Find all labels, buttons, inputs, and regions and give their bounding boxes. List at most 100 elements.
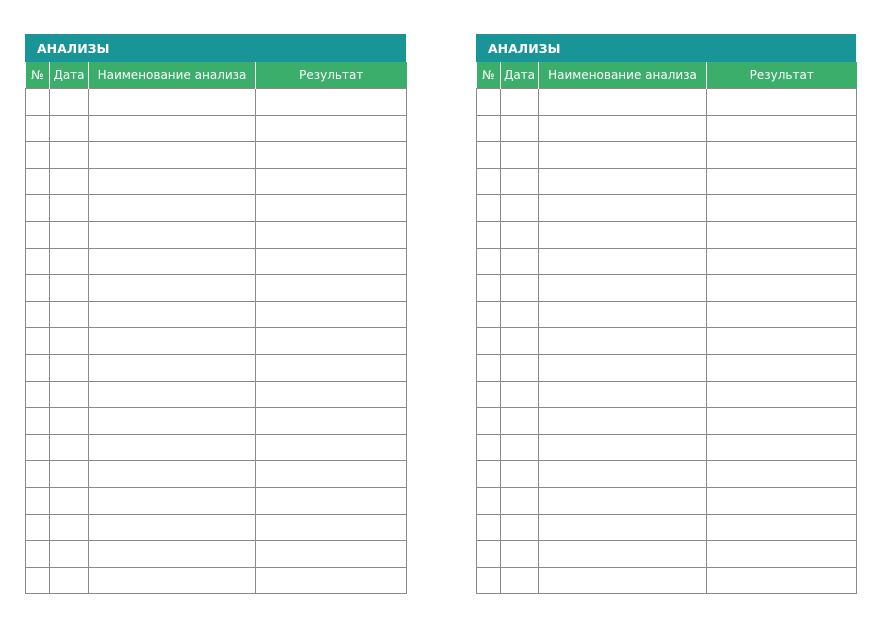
table-row xyxy=(476,460,857,488)
analyses-sheet-left: АНАЛИЗЫ № Дата Наименование анализа Резу… xyxy=(25,34,407,595)
sheet-title: АНАЛИЗЫ xyxy=(476,34,856,62)
table-row xyxy=(25,566,407,595)
cell-date xyxy=(49,141,89,169)
cell-test-name xyxy=(538,220,707,249)
cell-number xyxy=(25,247,50,276)
cell-test-name xyxy=(88,540,256,568)
column-header-number: № xyxy=(25,62,50,89)
cell-date xyxy=(500,433,539,462)
cell-test-name xyxy=(538,460,707,488)
cell-date xyxy=(500,300,539,329)
cell-result xyxy=(255,327,407,355)
table-row xyxy=(25,141,407,169)
cell-number xyxy=(25,114,50,143)
column-header-date: Дата xyxy=(49,62,89,89)
cell-date xyxy=(500,220,539,249)
cell-test-name xyxy=(88,88,256,116)
cell-number xyxy=(476,513,501,542)
table-row xyxy=(25,486,407,515)
table-row xyxy=(476,380,857,409)
table-row xyxy=(25,407,407,435)
analyses-sheet-right: АНАЛИЗЫ № Дата Наименование анализа Резу… xyxy=(476,34,857,595)
column-header-date: Дата xyxy=(500,62,539,89)
cell-result xyxy=(706,486,857,515)
table-row xyxy=(476,433,857,462)
cell-date xyxy=(500,327,539,355)
table-row xyxy=(476,194,857,222)
table-row xyxy=(25,540,407,568)
cell-number xyxy=(476,353,501,382)
cell-number xyxy=(25,327,50,355)
cell-date xyxy=(49,407,89,435)
table-row xyxy=(25,274,407,302)
column-header-number: № xyxy=(476,62,501,89)
cell-test-name xyxy=(538,194,707,222)
cell-date xyxy=(49,353,89,382)
table-row xyxy=(476,327,857,355)
cell-date xyxy=(500,274,539,302)
cell-result xyxy=(255,380,407,409)
cell-test-name xyxy=(88,380,256,409)
table-row xyxy=(476,353,857,382)
cell-number xyxy=(476,300,501,329)
cell-number xyxy=(25,380,50,409)
cell-result xyxy=(706,194,857,222)
cell-test-name xyxy=(88,513,256,542)
cell-result xyxy=(706,167,857,196)
cell-result xyxy=(255,513,407,542)
cell-date xyxy=(49,88,89,116)
cell-test-name xyxy=(538,513,707,542)
cell-date xyxy=(49,194,89,222)
cell-test-name xyxy=(88,566,256,595)
cell-number xyxy=(476,247,501,276)
table-row xyxy=(25,220,407,249)
cell-test-name xyxy=(538,274,707,302)
table-row xyxy=(25,433,407,462)
cell-result xyxy=(255,220,407,249)
cell-date xyxy=(49,566,89,595)
cell-result xyxy=(706,460,857,488)
cell-date xyxy=(500,513,539,542)
cell-number xyxy=(476,194,501,222)
cell-result xyxy=(706,300,857,329)
cell-result xyxy=(706,274,857,302)
cell-date xyxy=(500,167,539,196)
table-row xyxy=(476,167,857,196)
table-row xyxy=(25,114,407,143)
cell-result xyxy=(706,141,857,169)
cell-result xyxy=(255,566,407,595)
cell-date xyxy=(500,114,539,143)
cell-date xyxy=(500,141,539,169)
cell-date xyxy=(49,167,89,196)
table-row xyxy=(25,88,407,116)
table-row xyxy=(25,167,407,196)
cell-test-name xyxy=(88,486,256,515)
cell-result xyxy=(706,380,857,409)
cell-number xyxy=(476,220,501,249)
cell-number xyxy=(25,88,50,116)
cell-date xyxy=(500,353,539,382)
cell-test-name xyxy=(538,300,707,329)
cell-number xyxy=(25,141,50,169)
cell-number xyxy=(25,274,50,302)
cell-date xyxy=(49,220,89,249)
cell-number xyxy=(25,407,50,435)
cell-test-name xyxy=(88,114,256,143)
cell-number xyxy=(476,141,501,169)
cell-result xyxy=(706,566,857,595)
cell-test-name xyxy=(538,353,707,382)
table-row xyxy=(25,300,407,329)
column-header-result: Результат xyxy=(706,62,857,89)
cell-test-name xyxy=(88,300,256,329)
table-row xyxy=(25,380,407,409)
cell-date xyxy=(500,486,539,515)
table-row xyxy=(25,327,407,355)
cell-test-name xyxy=(538,88,707,116)
cell-test-name xyxy=(88,433,256,462)
cell-result xyxy=(255,460,407,488)
cell-result xyxy=(255,167,407,196)
table-row xyxy=(476,247,857,276)
table-row xyxy=(25,353,407,382)
cell-test-name xyxy=(538,167,707,196)
table-row xyxy=(476,300,857,329)
